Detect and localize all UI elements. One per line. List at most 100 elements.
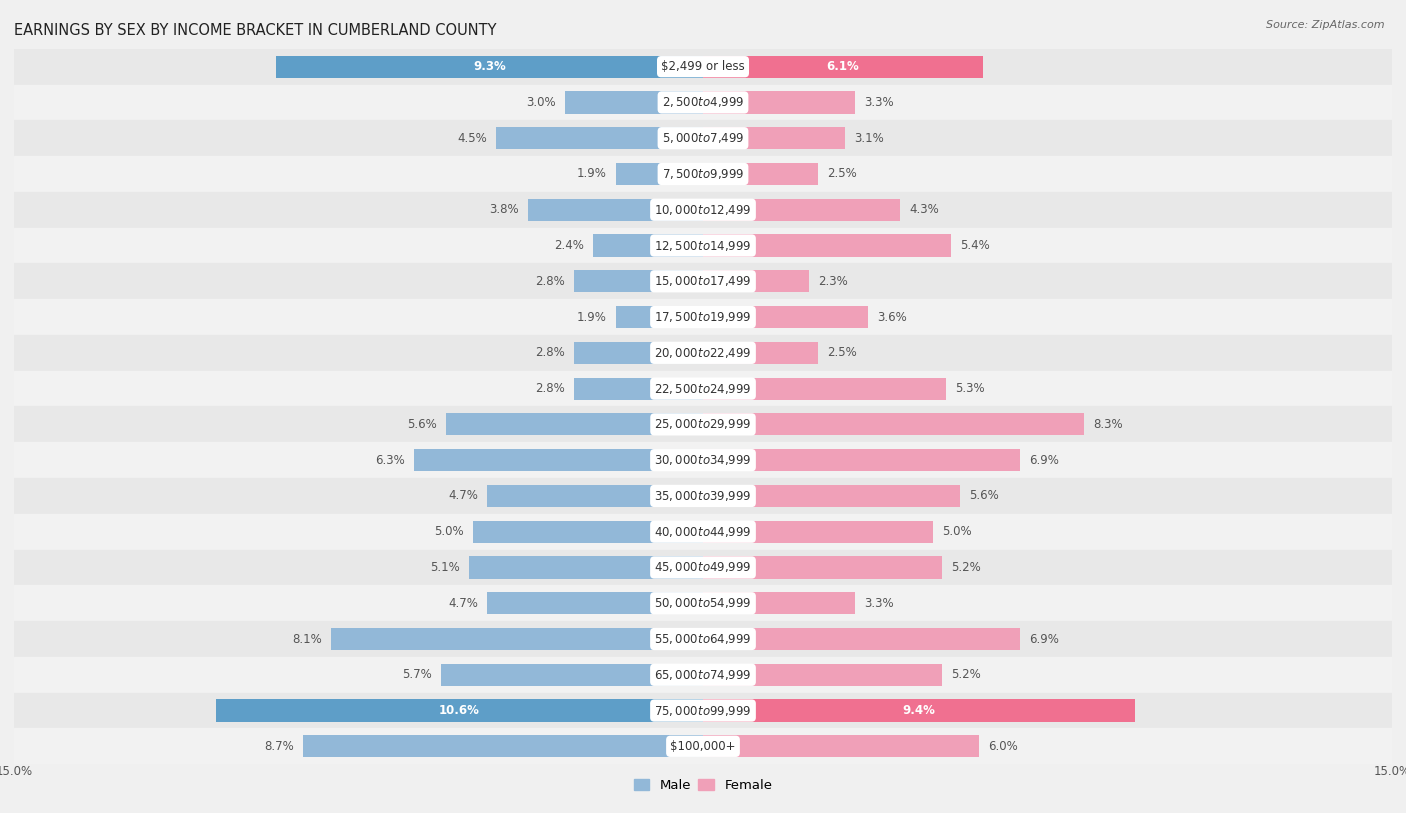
Bar	[703, 127, 845, 150]
Text: 4.7%: 4.7%	[449, 597, 478, 610]
Text: $100,000+: $100,000+	[671, 740, 735, 753]
Text: 5.0%: 5.0%	[942, 525, 972, 538]
Text: $17,500 to $19,999: $17,500 to $19,999	[654, 310, 752, 324]
Text: 6.9%: 6.9%	[1029, 454, 1059, 467]
Bar	[14, 514, 1392, 550]
Text: 8.7%: 8.7%	[264, 740, 294, 753]
Bar	[703, 341, 818, 364]
Bar	[703, 663, 942, 686]
Bar	[703, 234, 950, 257]
Text: 2.5%: 2.5%	[827, 167, 856, 180]
Text: 5.2%: 5.2%	[950, 561, 981, 574]
Text: 3.1%: 3.1%	[855, 132, 884, 145]
Text: $2,500 to $4,999: $2,500 to $4,999	[662, 95, 744, 110]
Text: $10,000 to $12,499: $10,000 to $12,499	[654, 202, 752, 217]
Bar	[703, 270, 808, 293]
Text: 2.8%: 2.8%	[536, 382, 565, 395]
Bar	[14, 156, 1392, 192]
Text: $65,000 to $74,999: $65,000 to $74,999	[654, 667, 752, 682]
Text: 3.8%: 3.8%	[489, 203, 519, 216]
Text: $25,000 to $29,999: $25,000 to $29,999	[654, 417, 752, 432]
Text: Source: ZipAtlas.com: Source: ZipAtlas.com	[1267, 20, 1385, 30]
Text: $75,000 to $99,999: $75,000 to $99,999	[654, 703, 752, 718]
Text: $35,000 to $39,999: $35,000 to $39,999	[654, 489, 752, 503]
Bar	[486, 485, 703, 507]
Text: $50,000 to $54,999: $50,000 to $54,999	[654, 596, 752, 611]
Text: $40,000 to $44,999: $40,000 to $44,999	[654, 524, 752, 539]
Bar	[703, 306, 869, 328]
Bar	[474, 520, 703, 543]
Text: 8.3%: 8.3%	[1094, 418, 1123, 431]
Bar	[575, 377, 703, 400]
Text: $5,000 to $7,499: $5,000 to $7,499	[662, 131, 744, 146]
Bar	[14, 406, 1392, 442]
Text: 5.6%: 5.6%	[406, 418, 437, 431]
Text: 6.9%: 6.9%	[1029, 633, 1059, 646]
Bar	[703, 198, 900, 221]
Bar	[703, 55, 983, 78]
Text: 2.5%: 2.5%	[827, 346, 856, 359]
Bar	[441, 663, 703, 686]
Bar	[593, 234, 703, 257]
Bar	[14, 192, 1392, 228]
Bar	[446, 413, 703, 436]
Bar	[276, 55, 703, 78]
Bar	[14, 621, 1392, 657]
Bar	[703, 413, 1084, 436]
Bar	[14, 728, 1392, 764]
Bar	[304, 735, 703, 758]
Legend: Male, Female: Male, Female	[628, 773, 778, 797]
Bar	[14, 442, 1392, 478]
Text: $7,500 to $9,999: $7,500 to $9,999	[662, 167, 744, 181]
Bar	[616, 306, 703, 328]
Bar	[14, 49, 1392, 85]
Text: $15,000 to $17,499: $15,000 to $17,499	[654, 274, 752, 289]
Text: 4.5%: 4.5%	[457, 132, 486, 145]
Bar	[330, 628, 703, 650]
Text: 5.0%: 5.0%	[434, 525, 464, 538]
Text: $22,500 to $24,999: $22,500 to $24,999	[654, 381, 752, 396]
Text: $55,000 to $64,999: $55,000 to $64,999	[654, 632, 752, 646]
Text: 6.3%: 6.3%	[375, 454, 405, 467]
Bar	[14, 335, 1392, 371]
Text: 5.4%: 5.4%	[960, 239, 990, 252]
Text: 4.7%: 4.7%	[449, 489, 478, 502]
Bar	[14, 299, 1392, 335]
Bar	[14, 585, 1392, 621]
Text: 5.7%: 5.7%	[402, 668, 432, 681]
Text: 6.1%: 6.1%	[827, 60, 859, 73]
Text: $20,000 to $22,499: $20,000 to $22,499	[654, 346, 752, 360]
Bar	[703, 520, 932, 543]
Bar	[565, 91, 703, 114]
Bar	[703, 449, 1019, 472]
Bar	[703, 91, 855, 114]
Text: 3.6%: 3.6%	[877, 311, 907, 324]
Bar	[703, 556, 942, 579]
Text: 1.9%: 1.9%	[576, 311, 606, 324]
Text: 4.3%: 4.3%	[910, 203, 939, 216]
Bar	[575, 341, 703, 364]
Text: 3.3%: 3.3%	[863, 597, 893, 610]
Text: 5.2%: 5.2%	[950, 668, 981, 681]
Text: 1.9%: 1.9%	[576, 167, 606, 180]
Text: 9.3%: 9.3%	[472, 60, 506, 73]
Text: 3.0%: 3.0%	[526, 96, 555, 109]
Bar	[14, 228, 1392, 263]
Bar	[468, 556, 703, 579]
Bar	[14, 550, 1392, 585]
Text: 6.0%: 6.0%	[988, 740, 1018, 753]
Bar	[703, 699, 1135, 722]
Bar	[616, 163, 703, 185]
Bar	[703, 735, 979, 758]
Text: 3.3%: 3.3%	[863, 96, 893, 109]
Bar	[14, 478, 1392, 514]
Text: 5.3%: 5.3%	[956, 382, 986, 395]
Bar	[486, 592, 703, 615]
Bar	[703, 163, 818, 185]
Text: 2.8%: 2.8%	[536, 275, 565, 288]
Text: $2,499 or less: $2,499 or less	[661, 60, 745, 73]
Bar	[703, 628, 1019, 650]
Bar	[496, 127, 703, 150]
Text: 2.8%: 2.8%	[536, 346, 565, 359]
Bar	[703, 377, 946, 400]
